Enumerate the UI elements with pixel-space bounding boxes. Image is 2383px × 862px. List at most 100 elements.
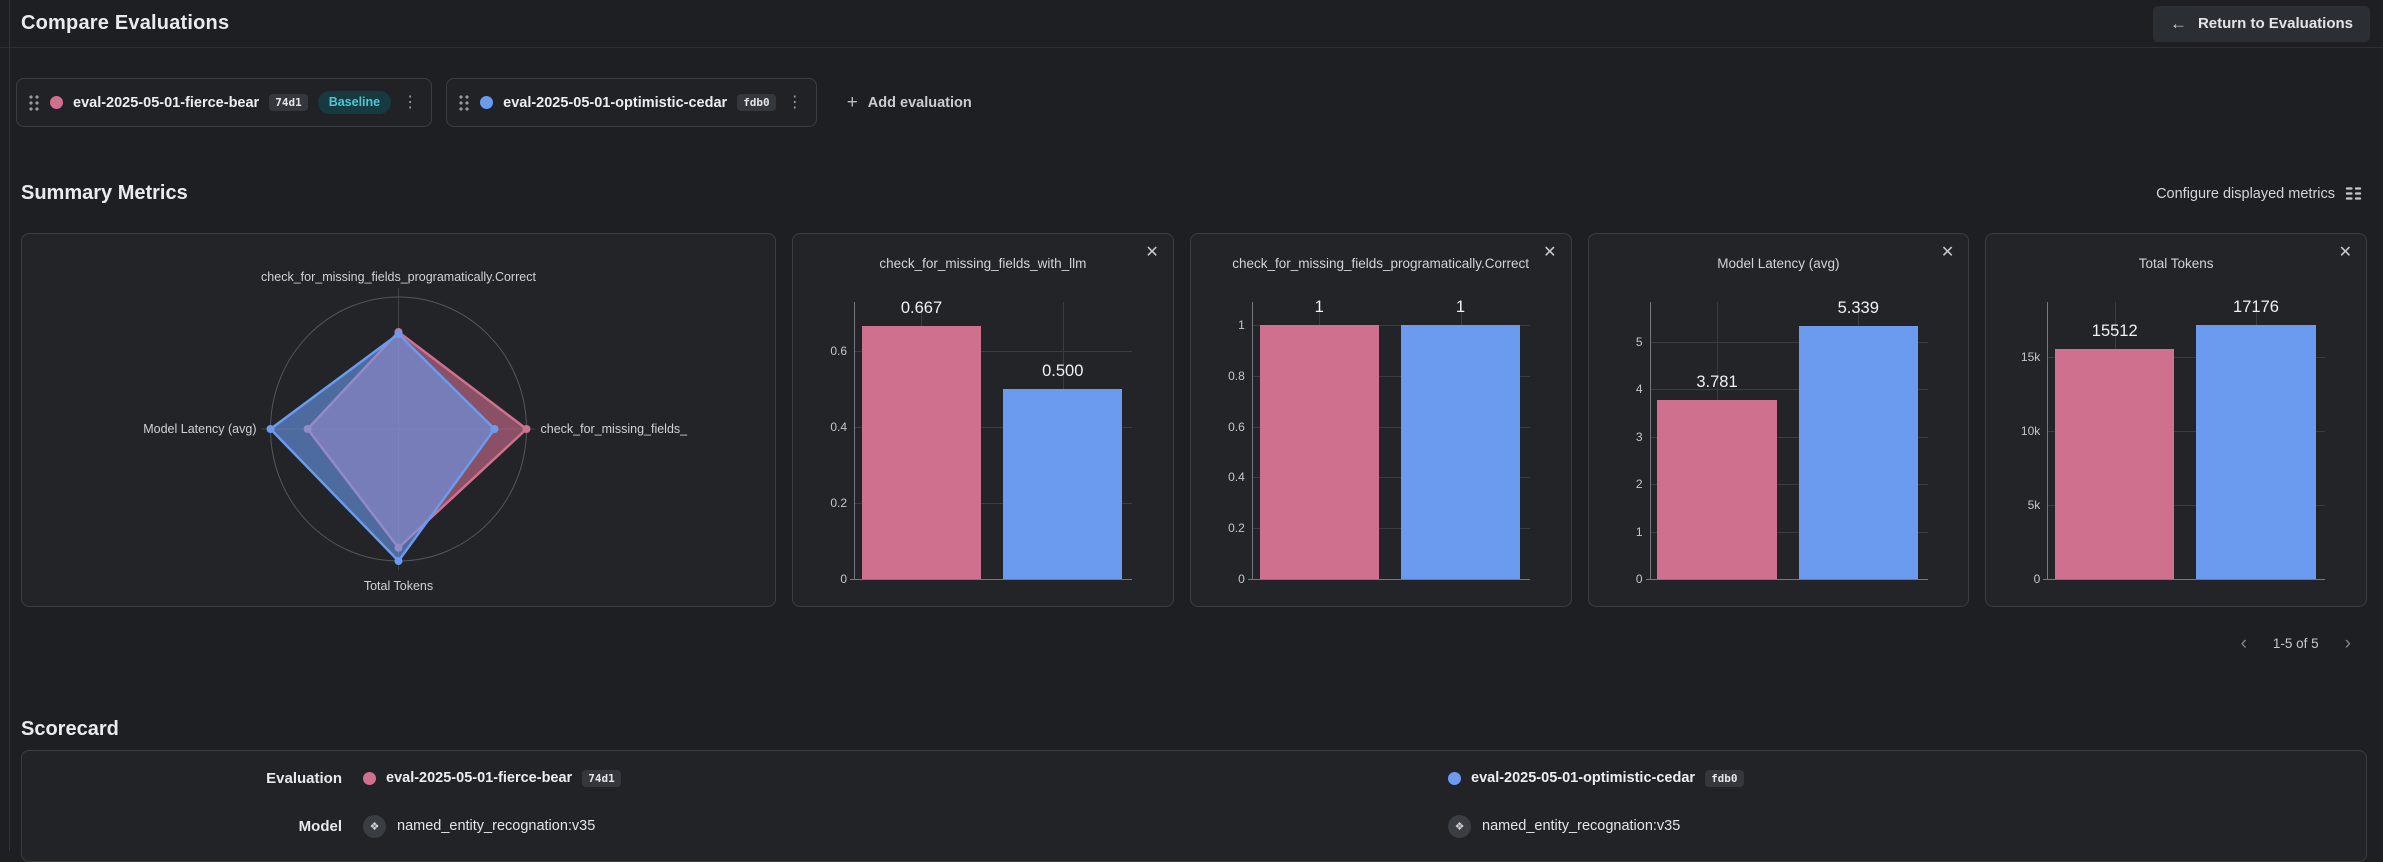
evaluation-color-dot	[363, 771, 376, 785]
evaluation-name: eval-2025-05-01-fierce-bear	[73, 94, 260, 111]
close-icon[interactable]: ✕	[1543, 244, 1557, 261]
bar-chart: 0 5k 10k 15k 15512 17176	[1986, 234, 2366, 606]
drag-handle-icon[interactable]	[458, 94, 471, 111]
chart-title: Model Latency (avg)	[1717, 256, 1840, 271]
configure-displayed-metrics-button[interactable]: Configure displayed metrics	[2152, 182, 2367, 205]
bar-eval-2025-05-01-fierce-bear	[1259, 324, 1379, 579]
metric-card-model-latency: ✕ Model Latency (avg) 0 1 2 3 4 5 3.781 5.339	[1587, 233, 1970, 607]
y-axis-tick-label: 0	[1238, 572, 1245, 586]
y-axis-tick-label: 5k	[2027, 497, 2041, 512]
bar-value-label: 17176	[2233, 297, 2279, 316]
summary-metrics-title: Summary Metrics	[21, 182, 188, 204]
radar-axis-label: Model Latency (avg)	[143, 422, 256, 436]
previous-page-icon[interactable]: ‹	[2240, 632, 2247, 654]
scorecard-row-label: Evaluation	[266, 769, 342, 787]
evaluation-pill-baseline: eval-2025-05-01-fierce-bear 74d1 Baselin…	[16, 78, 433, 127]
metric-card-check-for-missing-fields-programatically: ✕ check_for_missing_fields_programatical…	[1189, 233, 1572, 607]
close-icon[interactable]: ✕	[2338, 244, 2352, 261]
y-axis-tick-label: 4	[1635, 382, 1643, 397]
bar-eval-2025-05-01-optimistic-cedar	[1798, 325, 1918, 579]
bar-eval-2025-05-01-fierce-bear	[2055, 349, 2175, 579]
app-header: Compare Evaluations ← Return to Evaluati…	[0, 0, 2383, 48]
scorecard-panel: Evaluation eval-2025-05-01-fierce-bear 7…	[21, 750, 2367, 862]
y-axis-tick-label: 0	[840, 572, 847, 586]
evaluation-name: eval-2025-05-01-fierce-bear	[386, 770, 573, 786]
evaluation-color-dot	[480, 96, 494, 109]
model-icon: ❖	[363, 814, 386, 838]
kebab-menu-icon[interactable]: ⋮	[401, 91, 419, 115]
y-axis-tick-label: 0.2	[1228, 521, 1245, 536]
bar-chart: 0 0.2 0.4 0.6 0.667 0.500	[793, 234, 1173, 606]
metric-card-check-for-missing-fields-with-llm: ✕ check_for_missing_fields_with_llm 0 0.2…	[792, 233, 1174, 607]
bar-value-label: 3.781	[1696, 372, 1738, 391]
bar-value-label: 0.500	[1042, 362, 1084, 381]
model-name: named_entity_recognation:v35	[1482, 818, 1681, 834]
bar-value-label: 0.667	[900, 298, 943, 317]
close-icon[interactable]: ✕	[1145, 244, 1159, 261]
y-axis-tick-label: 0.6	[830, 344, 847, 359]
configure-metrics-icon	[2345, 187, 2362, 200]
page-title: Compare Evaluations	[21, 12, 230, 34]
bar-eval-2025-05-01-optimistic-cedar	[1003, 389, 1123, 579]
add-evaluation-button[interactable]: + Add evaluation	[831, 79, 988, 127]
return-button-label: Return to Evaluations	[2197, 15, 2353, 32]
configure-label: Configure displayed metrics	[2156, 185, 2335, 202]
evaluation-name: eval-2025-05-01-optimistic-cedar	[1471, 770, 1696, 786]
evaluation-id-badge: fdb0	[737, 94, 776, 111]
y-axis-tick-label: 0	[1635, 572, 1643, 586]
bar-value-label: 15512	[2091, 322, 2138, 341]
bar-chart: 0 1 2 3 4 5 3.781 5.339	[1589, 234, 1969, 606]
evaluation-color-dot	[50, 96, 63, 109]
radar-axis-label: check_for_missing_fields_	[541, 422, 689, 436]
summary-metrics-header: Summary Metrics Configure displayed metr…	[0, 177, 2383, 205]
close-icon[interactable]: ✕	[1940, 244, 1955, 261]
evaluation-id-badge: fdb0	[1705, 769, 1744, 787]
chart-title: Total Tokens	[2138, 256, 2214, 271]
y-axis-tick-label: 0	[2033, 572, 2041, 586]
y-axis-tick-label: 3	[1635, 429, 1643, 444]
plus-icon: +	[846, 91, 858, 113]
pagination-range: 1-5 of 5	[2272, 635, 2319, 651]
radar-chart: check_for_missing_fields_programatically…	[22, 234, 775, 606]
scorecard-row-evaluation: Evaluation eval-2025-05-01-fierce-bear 7…	[22, 754, 2366, 802]
bar-chart: 0 0.2 0.4 0.6 0.8 1 1 1	[1191, 234, 1571, 606]
y-axis-tick-label: 0.2	[830, 496, 847, 511]
back-arrow-icon: ←	[2169, 13, 2187, 33]
bar-eval-2025-05-01-fierce-bear	[861, 325, 982, 579]
model-name: named_entity_recognation:v35	[397, 818, 596, 834]
chart-title: check_for_missing_fields_with_llm	[879, 256, 1087, 271]
baseline-badge: Baseline	[317, 91, 392, 114]
bar-value-label: 1	[1314, 297, 1324, 316]
evaluation-color-dot	[1448, 771, 1461, 785]
scorecard-model-cell: ❖ named_entity_recognation:v35	[342, 814, 1427, 838]
radar-axis-label: Total Tokens	[364, 579, 433, 593]
y-axis-tick-label: 15k	[2020, 349, 2041, 364]
model-icon: ❖	[1448, 814, 1471, 838]
bar-value-label: 5.339	[1837, 298, 1879, 317]
metrics-pagination: ‹ 1-5 of 5 ›	[0, 629, 2383, 657]
scorecard-evaluation-cell: eval-2025-05-01-optimistic-cedar fdb0	[1427, 769, 2366, 787]
bar-eval-2025-05-01-optimistic-cedar	[1400, 324, 1521, 579]
y-axis-tick-label: 5	[1635, 334, 1643, 349]
bar-eval-2025-05-01-fierce-bear	[1657, 399, 1777, 579]
model-reference-link[interactable]: ❖ named_entity_recognation:v35	[1448, 814, 1681, 838]
bar-eval-2025-05-01-optimistic-cedar	[2196, 324, 2316, 579]
y-axis-tick-label: 10k	[2020, 423, 2041, 438]
scorecard-evaluation-cell: eval-2025-05-01-fierce-bear 74d1	[342, 769, 1427, 787]
return-to-evaluations-button[interactable]: ← Return to Evaluations	[2152, 5, 2370, 42]
evaluation-pill-compare: eval-2025-05-01-optimistic-cedar fdb0 ⋮	[446, 78, 817, 127]
y-axis-tick-label: 0.4	[830, 420, 847, 435]
evaluation-id-badge: 74d1	[582, 769, 621, 787]
evaluation-id-badge: 74d1	[269, 94, 308, 111]
bar-value-label: 1	[1455, 297, 1466, 316]
evaluation-name: eval-2025-05-01-optimistic-cedar	[503, 94, 728, 111]
next-page-icon[interactable]: ›	[2344, 632, 2351, 654]
radar-chart-card: check_for_missing_fields_programatically…	[21, 233, 776, 607]
y-axis-tick-label: 1	[1238, 317, 1245, 332]
y-axis-tick-label: 2	[1635, 477, 1643, 492]
scorecard-header: Scorecard	[0, 713, 2383, 741]
kebab-menu-icon[interactable]: ⋮	[786, 91, 804, 115]
drag-handle-icon[interactable]	[28, 94, 40, 111]
evaluation-pills-row: eval-2025-05-01-fierce-bear 74d1 Baselin…	[0, 78, 2383, 127]
model-reference-link[interactable]: ❖ named_entity_recognation:v35	[363, 814, 596, 838]
